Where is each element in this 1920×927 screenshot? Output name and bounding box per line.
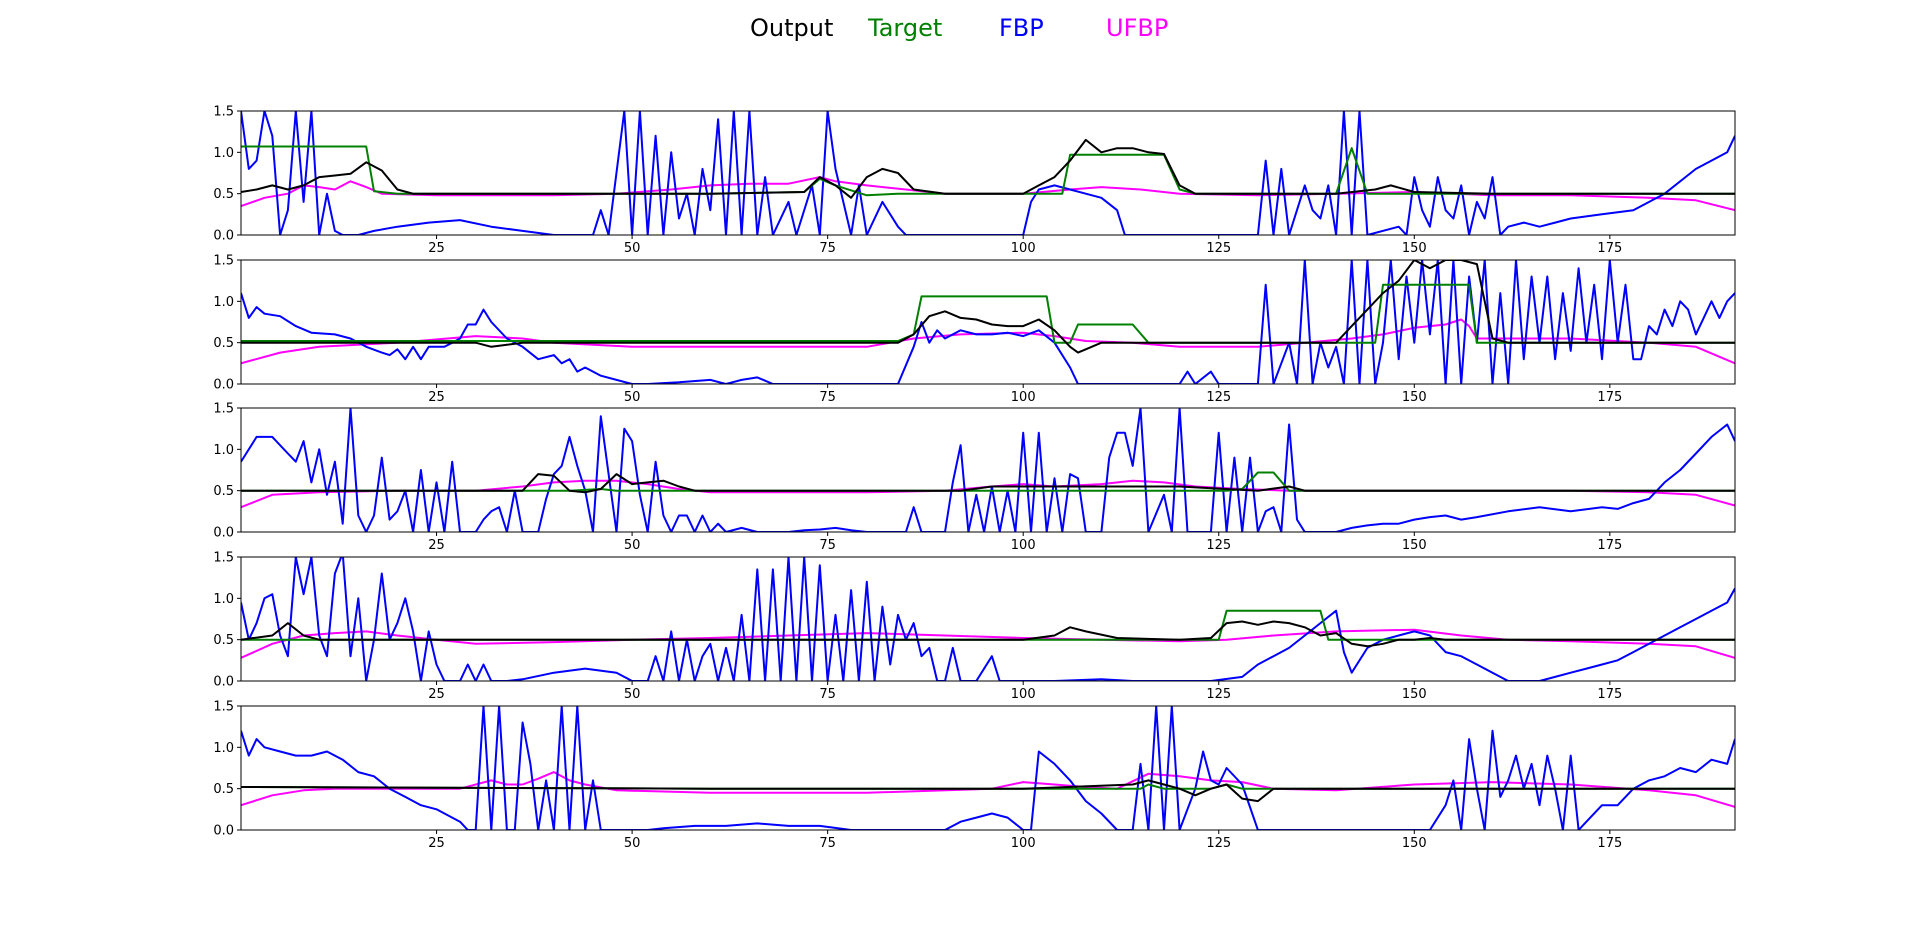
x-tick-label: 25 [428,687,445,702]
subplot-3: 25 50 75 100 125 150 175 0.0 0.5 1.0 1.5 [213,402,1736,553]
x-tick-label: 75 [819,836,836,851]
subplot-frame [240,705,1736,831]
x-tick-label: 75 [819,687,836,702]
y-tick-label: 0.5 [213,336,234,351]
fbp-line [241,260,1735,384]
output-line [241,473,1735,494]
fbp-line [241,557,1735,681]
subplot-frame [240,259,1736,385]
x-tick-label: 25 [428,390,445,405]
x-tick-label: 75 [819,241,836,256]
fbp-line [241,408,1735,532]
target-line [241,283,1735,344]
fbp-line [241,706,1735,830]
x-tick-label: 75 [819,538,836,553]
y-tick-label: 1.5 [213,105,234,120]
y-tick-label: 0.5 [213,633,234,648]
x-tick-label: 50 [624,836,641,851]
series-group [241,557,1735,681]
ufbp-line [241,628,1735,659]
x-tick-label: 175 [1597,836,1622,851]
x-tick-label: 175 [1597,241,1622,256]
x-tick-label: 100 [1011,538,1036,553]
series-group [241,260,1735,384]
y-tick-label: 0.0 [213,229,234,244]
subplot-1: 25 50 75 100 125 150 175 0.0 0.5 1.0 1.5 [213,105,1736,256]
y-tick-label: 0.0 [213,526,234,541]
output-line [241,138,1735,199]
subplot-frame [240,556,1736,682]
output-line [241,779,1735,803]
y-tick-label: 1.0 [213,443,234,458]
x-tick-label: 100 [1011,390,1036,405]
x-tick-label: 125 [1206,687,1231,702]
y-tick-label: 1.0 [213,741,234,756]
x-tick-label: 100 [1011,836,1036,851]
subplot-frame [240,110,1736,236]
x-tick-label: 50 [624,538,641,553]
target-line [241,145,1735,197]
x-tick-label: 175 [1597,390,1622,405]
x-tick-label: 100 [1011,241,1036,256]
y-tick-label: 1.5 [213,402,234,417]
output-line [241,260,1735,354]
x-tick-label: 125 [1206,538,1231,553]
x-tick-label: 175 [1597,687,1622,702]
fbp-line [241,111,1735,235]
x-tick-label: 150 [1402,241,1427,256]
y-tick-label: 1.0 [213,295,234,310]
y-tick-label: 1.5 [213,551,234,566]
target-line [241,609,1735,641]
y-tick-label: 0.5 [213,187,234,202]
x-tick-label: 50 [624,390,641,405]
y-tick-label: 1.0 [213,146,234,161]
x-tick-label: 125 [1206,836,1231,851]
output-line [241,620,1735,648]
y-tick-label: 0.5 [213,782,234,797]
x-tick-label: 150 [1402,687,1427,702]
x-tick-label: 50 [624,241,641,256]
y-tick-label: 1.0 [213,592,234,607]
x-tick-label: 150 [1402,836,1427,851]
x-tick-label: 125 [1206,241,1231,256]
legend-ufbp: UFBP [1106,14,1169,42]
x-tick-label: 150 [1402,538,1427,553]
y-tick-label: 1.5 [213,254,234,269]
series-group [241,408,1735,532]
subplot-5: 25 50 75 100 125 150 175 0.0 0.5 1.0 1.5 [213,700,1736,851]
legend-target: Target [868,14,943,42]
x-tick-label: 25 [428,836,445,851]
subplot-2: 25 50 75 100 125 150 175 0.0 0.5 1.0 1.5 [213,254,1736,405]
y-tick-label: 1.5 [213,700,234,715]
y-tick-label: 0.0 [213,824,234,839]
x-tick-label: 175 [1597,538,1622,553]
legend-output: Output [750,14,834,42]
legend-fbp: FBP [999,14,1044,42]
series-group [241,111,1735,235]
ufbp-line [241,479,1735,509]
x-tick-label: 25 [428,538,445,553]
series-group [241,706,1735,830]
x-tick-label: 25 [428,241,445,256]
subplot-4: 25 50 75 100 125 150 175 0.0 0.5 1.0 1.5 [213,551,1736,702]
x-tick-label: 150 [1402,390,1427,405]
y-tick-label: 0.0 [213,378,234,393]
x-tick-label: 100 [1011,687,1036,702]
y-tick-label: 0.0 [213,675,234,690]
x-tick-label: 50 [624,687,641,702]
legend: Output Target FBP UFBP [0,12,1920,44]
subplot-frame [240,407,1736,533]
x-tick-label: 125 [1206,390,1231,405]
x-tick-label: 75 [819,390,836,405]
y-tick-label: 0.5 [213,484,234,499]
